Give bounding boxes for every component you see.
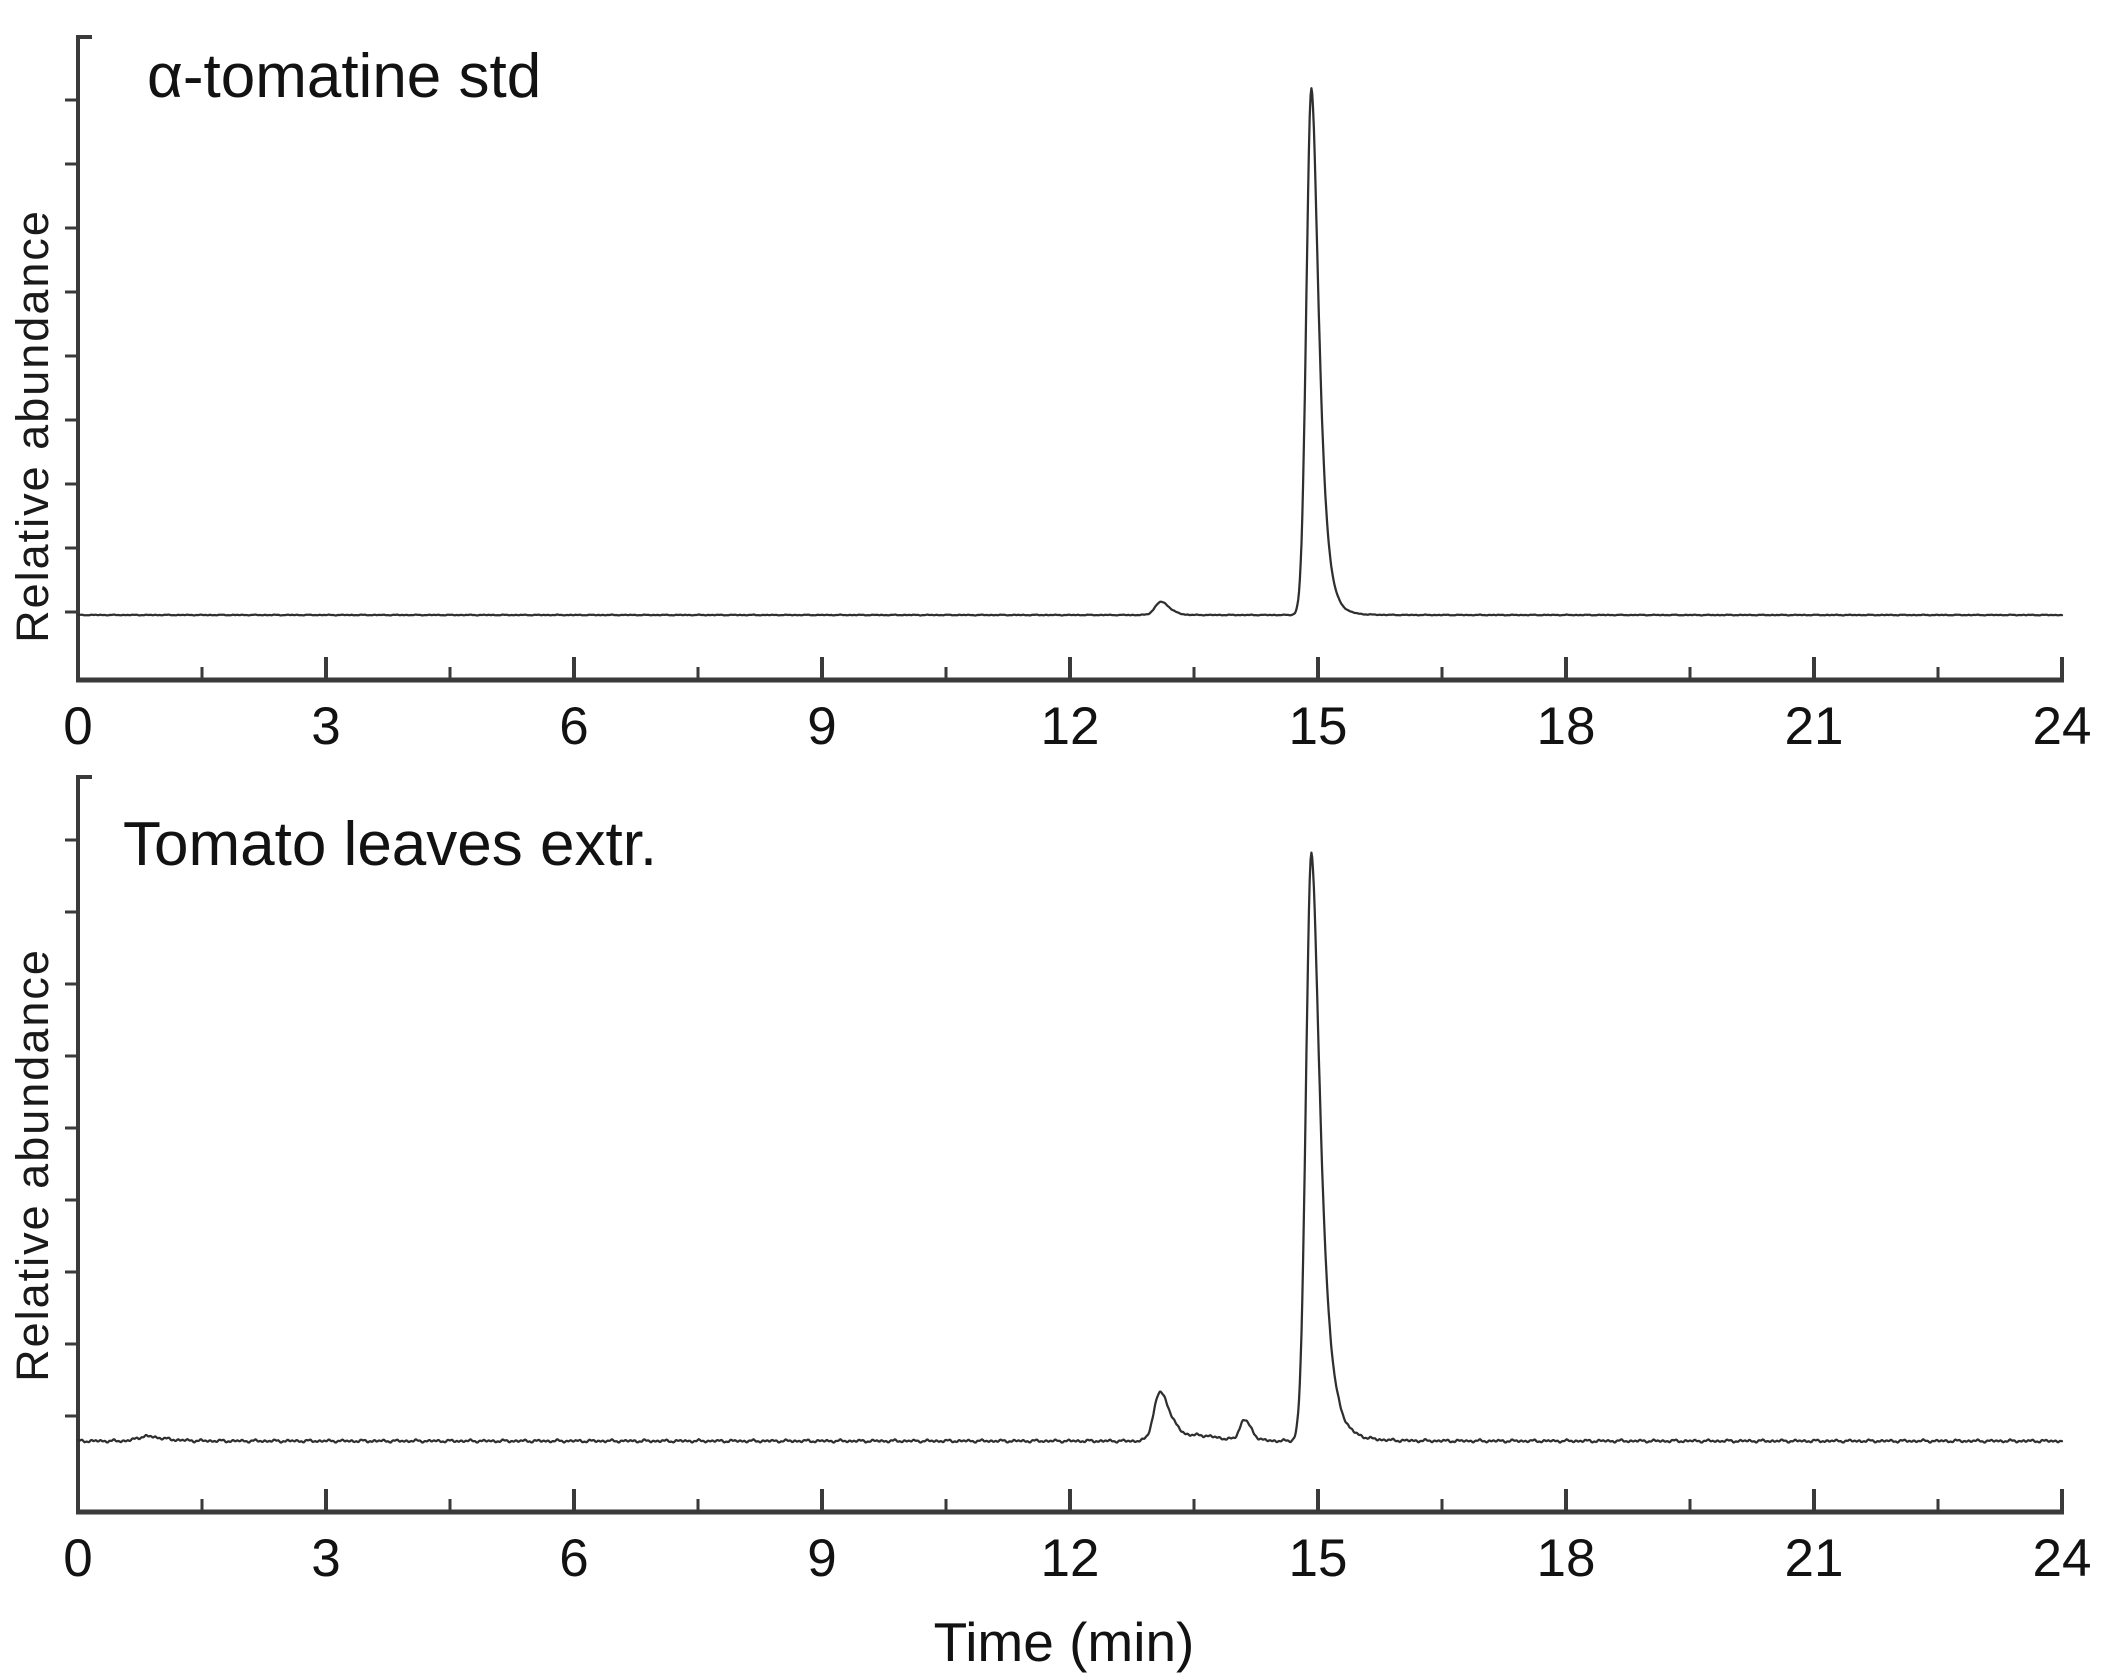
panel-bottom: 0 3 6 9 12 15 18 21 24 Tomato leaves extr. Relat… bbox=[7, 775, 2091, 1588]
x-tick-label: 18 bbox=[1537, 1529, 1596, 1588]
x-tick-label: 12 bbox=[1041, 697, 1100, 756]
x-tick-label: 21 bbox=[1785, 1529, 1844, 1588]
top-y-axis-label: Relative abundance bbox=[7, 209, 58, 643]
top-panel-title: α-tomatine std bbox=[147, 42, 541, 111]
x-tick-label: 0 bbox=[63, 1529, 92, 1588]
panel-top-axes: 0 3 6 9 12 15 18 21 24 bbox=[63, 35, 2091, 756]
x-tick-label: 6 bbox=[559, 697, 588, 756]
x-tick-label: 0 bbox=[63, 697, 92, 756]
x-tick-label: 21 bbox=[1785, 697, 1844, 756]
x-tick-label: 18 bbox=[1537, 697, 1596, 756]
x-tick-label: 9 bbox=[807, 1529, 836, 1588]
x-tick-label: 15 bbox=[1289, 697, 1348, 756]
bottom-panel-title: Tomato leaves extr. bbox=[123, 810, 657, 879]
panel-top: 0 3 6 9 12 15 18 21 24 α-tomatine std Relative a… bbox=[7, 35, 2091, 756]
x-tick-label: 24 bbox=[2033, 697, 2092, 756]
x-tick-label: 9 bbox=[807, 697, 836, 756]
bottom-trace-chromatogram bbox=[76, 851, 2064, 1444]
panel-bottom-axes: 0 3 6 9 12 15 18 21 24 bbox=[63, 775, 2091, 1588]
x-tick-label: 6 bbox=[559, 1529, 588, 1588]
top-trace-chromatogram bbox=[76, 87, 2064, 617]
x-tick-label: 3 bbox=[311, 1529, 340, 1588]
x-tick-label: 15 bbox=[1289, 1529, 1348, 1588]
bottom-y-axis-label: Relative abundance bbox=[7, 948, 58, 1382]
x-tick-label: 12 bbox=[1041, 1529, 1100, 1588]
x-tick-label: 3 bbox=[311, 697, 340, 756]
x-axis-label: Time (min) bbox=[934, 1611, 1195, 1673]
x-tick-label: 24 bbox=[2033, 1529, 2092, 1588]
